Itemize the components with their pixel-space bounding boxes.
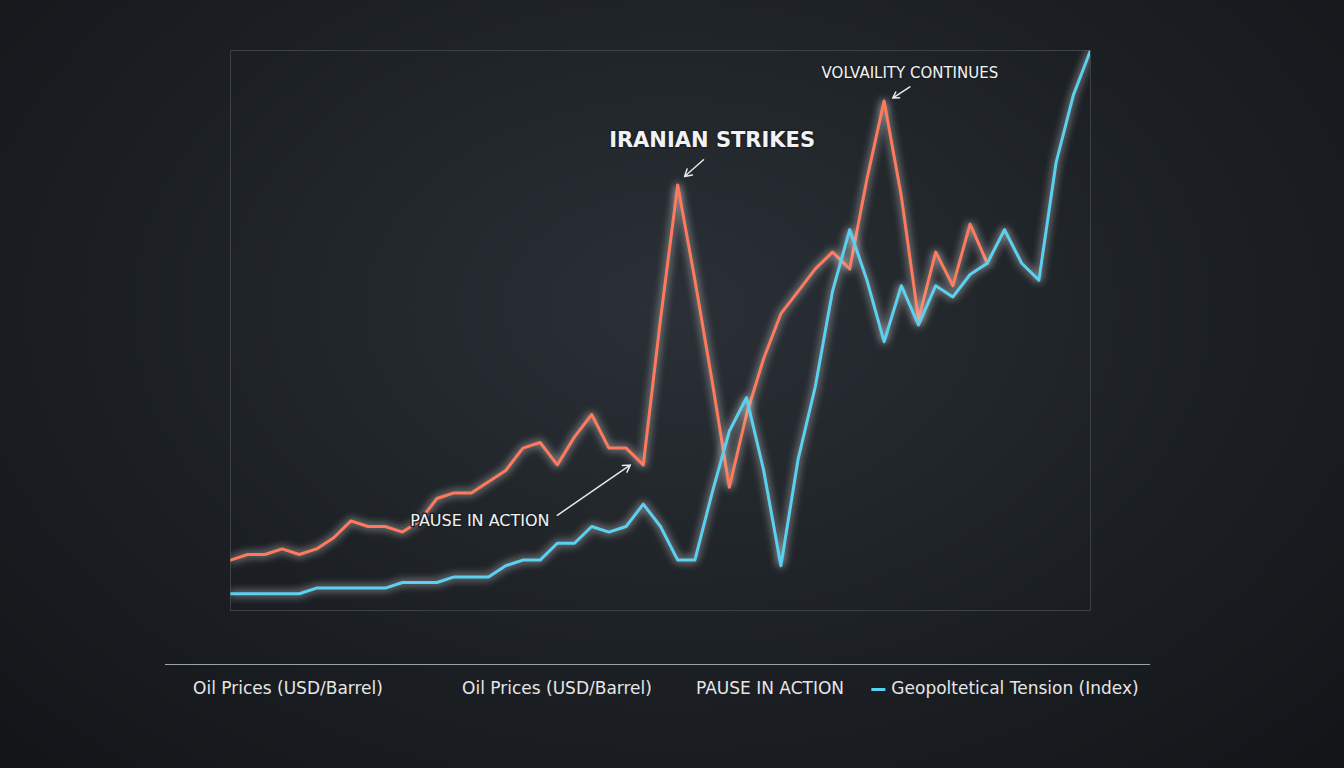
- svg-text:PAUSE IN ACTION: PAUSE IN ACTION: [410, 511, 549, 530]
- html-text:PAUSE IN ACTION: PAUSE IN ACTION: [696, 678, 844, 698]
- svg-text:VOLVAILITY CONTINUES: VOLVAILITY CONTINUES: [822, 64, 999, 82]
- html-text:Geopoltetical Tension (Index): Geopoltetical Tension (Index): [891, 678, 1139, 698]
- html-text:Oil Prices (USD/Barrel): Oil Prices (USD/Barrel): [462, 678, 652, 698]
- html-text:Oil Prices (USD/Barrel): Oil Prices (USD/Barrel): [193, 678, 383, 698]
- svg-text:IRANIAN STRIKES: IRANIAN STRIKES: [609, 128, 815, 152]
